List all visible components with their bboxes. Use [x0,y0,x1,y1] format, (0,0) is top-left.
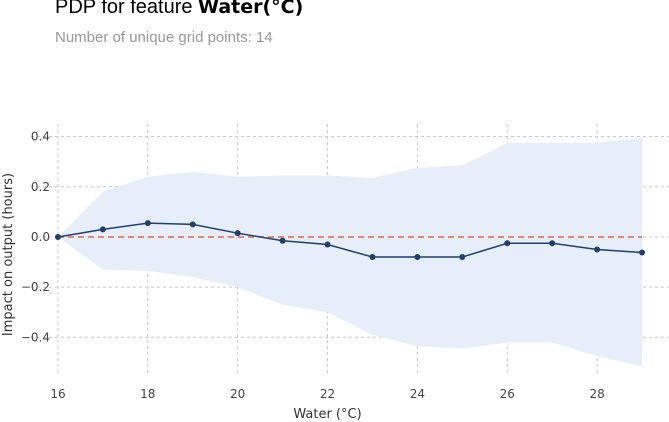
x-tick-label-0: 16 [50,387,65,401]
data-point-11 [549,240,556,247]
x-tick-label-5: 26 [500,387,515,401]
x-tick-label-3: 22 [320,387,335,401]
y-axis-label: Impact on output (hours) [1,173,16,336]
series-points-group [54,220,646,261]
data-point-4 [234,230,241,237]
confidence-band-group [57,137,643,367]
x-tick-label-4: 24 [410,387,425,401]
chart-title: PDP for feature Water(°C) [55,0,303,19]
data-point-10 [504,240,511,247]
chart-subtitle: Number of unique grid points: 14 [55,29,273,46]
tick-labels-group: 16 18 20 22 24 26 28 0.4 0.2 0.0 −0.2 −0.4 [21,130,605,401]
y-tick-label-0: 0.4 [31,130,50,144]
data-point-1 [99,226,106,233]
data-point-0 [54,233,61,240]
x-tick-label-6: 28 [589,387,604,401]
series-line-group [57,222,643,258]
data-point-5 [279,237,286,244]
data-point-6 [324,241,331,248]
data-point-13 [639,249,646,256]
y-tick-label-1: 0.2 [31,180,50,194]
y-tick-label-2: 0.0 [31,230,50,244]
series-line [57,222,643,258]
data-point-2 [144,220,151,227]
y-tick-label-3: −0.2 [21,280,50,294]
data-point-9 [459,254,466,261]
title-feature: Water(°C) [198,0,304,18]
title-prefix: PDP for feature [55,0,193,18]
data-point-12 [594,246,601,253]
confidence-band [57,137,643,367]
data-point-7 [369,254,376,261]
data-point-3 [189,221,196,228]
y-tick-label-4: −0.4 [21,330,50,344]
x-axis-label: Water (°C) [293,407,361,422]
x-tick-label-2: 20 [230,387,245,401]
x-tick-label-1: 18 [140,387,155,401]
data-point-8 [414,254,421,261]
